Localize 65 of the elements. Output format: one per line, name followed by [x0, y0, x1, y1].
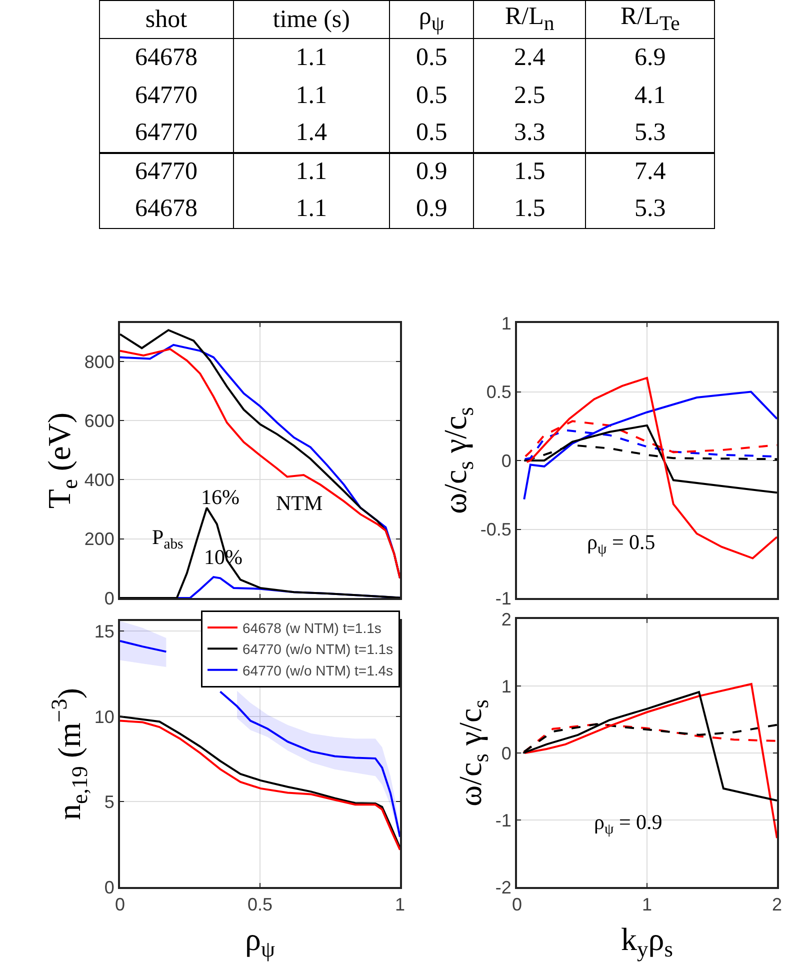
y-tick-label: 1 — [501, 676, 512, 696]
y-tick-label: 800 — [84, 352, 114, 372]
text: 64770 — [100, 152, 234, 190]
text: 2.4 — [473, 38, 586, 76]
category-label: time (s) — [233, 0, 390, 38]
y-tick-label: 0 — [104, 877, 114, 898]
annotation: NTM — [276, 491, 323, 515]
text: 0.9 — [390, 152, 474, 190]
text: 1.1 — [233, 76, 390, 114]
category-label: shot — [100, 0, 234, 38]
y-tick-label: 400 — [84, 470, 114, 490]
y-tick-label: 0 — [104, 588, 114, 608]
y-tick-label: 0 — [501, 450, 512, 471]
text: 1.1 — [233, 38, 390, 76]
text: 1.1 — [233, 190, 390, 228]
x-tick-label: 1 — [642, 894, 652, 915]
category-label: ρ$_{ψ}$ — [390, 0, 474, 38]
text: 4.1 — [586, 76, 714, 114]
annotation: 16% — [201, 485, 240, 509]
text: 1.1 — [233, 152, 390, 190]
x-tick-label: 1 — [394, 894, 406, 915]
category-label: R/L$_{n}$ — [473, 0, 586, 38]
x-tick-label: 0.5 — [247, 894, 273, 915]
text: 5.3 — [586, 190, 714, 228]
annotation: ρ$_{ψ}$ = 0.5 — [587, 530, 656, 558]
text: 1.4 — [233, 114, 390, 152]
category-label: R/L$_{Te}$ — [586, 0, 714, 38]
text: 0.9 — [390, 190, 474, 228]
y-tick-label: 1 — [501, 313, 512, 334]
y-tick-label: 0.5 — [486, 382, 512, 402]
y-tick-label: 600 — [84, 410, 114, 431]
text: 0.5 — [390, 76, 474, 114]
text: 64678 — [100, 190, 234, 228]
text: 2.5 — [473, 76, 586, 114]
line-series — [526, 376, 777, 560]
x-tick-label: 2 — [772, 894, 782, 915]
text: 1.5 — [473, 190, 586, 228]
y-tick-label: -1 — [495, 810, 512, 830]
text: 0.5 — [390, 114, 474, 152]
y-tick-label: -2 — [495, 877, 512, 898]
y-tick-label: 200 — [84, 529, 114, 550]
x-axis-title: ρ$_{ψ}$ — [245, 921, 275, 962]
text: 0.5 — [390, 38, 474, 76]
y-tick-label: 5 — [104, 792, 114, 812]
line-series — [523, 390, 777, 500]
text: 64678 — [100, 38, 234, 76]
text: 6.9 — [586, 38, 714, 76]
text: 1.5 — [473, 152, 586, 190]
y-tick-label: 10 — [94, 706, 114, 727]
legend-label: 64770 (w/o NTM) t=1.1s — [242, 641, 394, 658]
text: 5.3 — [586, 114, 714, 152]
y-tick-label: 2 — [501, 609, 512, 630]
text: 64770 — [100, 114, 234, 152]
text: 7.4 — [586, 152, 714, 190]
x-axis-title: k$_{y}$ρ$_{s}$ — [621, 921, 673, 962]
legend-label: 64770 (w/o NTM) t=1.4s — [242, 662, 394, 678]
annotation: ρ$_{ψ}$ = 0.9 — [594, 810, 662, 838]
text: 3.3 — [473, 114, 586, 152]
y-tick-label: 0 — [501, 743, 512, 764]
annotation: P$_{abs}$ — [152, 525, 184, 552]
y-tick-label: -0.5 — [480, 520, 512, 540]
legend-label: 64678 (w NTM) t=1.1s — [242, 620, 382, 636]
y-tick-label: 15 — [94, 622, 114, 642]
y-tick-label: -1 — [495, 588, 512, 608]
text: 64770 — [100, 76, 234, 114]
